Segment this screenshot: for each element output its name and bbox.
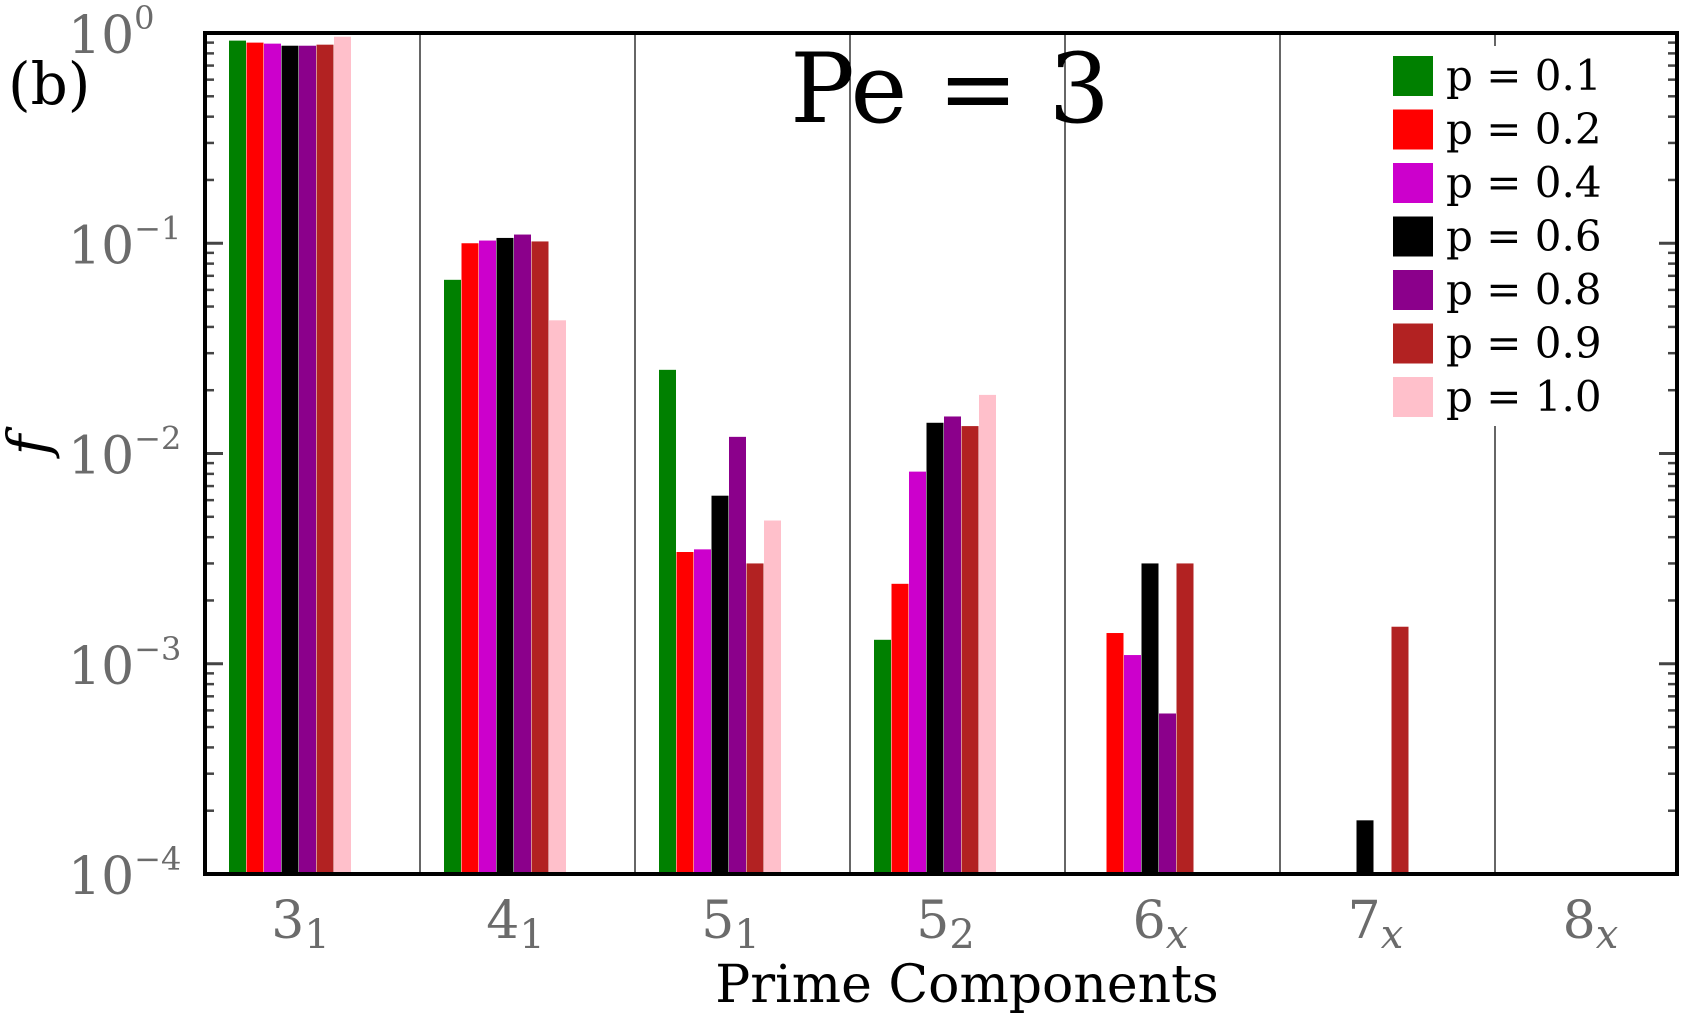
bar	[334, 36, 351, 874]
chart-title: Pe = 3	[790, 33, 1110, 145]
bar	[479, 240, 496, 875]
bar	[461, 243, 479, 874]
legend-swatch	[1393, 56, 1433, 96]
legend-label: p = 0.6	[1446, 212, 1602, 261]
x-tick-label: 52	[916, 891, 975, 958]
bar	[496, 237, 514, 874]
bar	[909, 471, 926, 874]
bar	[316, 44, 334, 874]
x-tick-label: 51	[701, 891, 760, 958]
legend-label: p = 0.8	[1446, 265, 1602, 314]
legend-label: p = 0.4	[1446, 158, 1602, 207]
bar	[1356, 820, 1374, 874]
bar	[1141, 563, 1159, 874]
bar	[729, 436, 746, 874]
x-tick-label: 8x	[1563, 891, 1619, 958]
legend-swatch	[1393, 270, 1433, 310]
panel-label: (b)	[8, 50, 90, 118]
bar	[711, 495, 729, 874]
bar	[1391, 626, 1409, 874]
bar	[444, 279, 461, 875]
bar	[1106, 633, 1124, 874]
x-tick-label: 7x	[1348, 891, 1404, 958]
y-tick-label: 10−4	[68, 840, 181, 907]
y-tick-label: 10−3	[68, 630, 181, 697]
legend-swatch	[1393, 323, 1433, 364]
bar	[979, 394, 996, 874]
legend-label: p = 1.0	[1446, 372, 1602, 421]
bar	[299, 45, 316, 875]
bar	[281, 45, 299, 875]
bar	[961, 426, 979, 874]
bar	[926, 422, 944, 874]
bar	[746, 563, 764, 874]
bar	[764, 520, 781, 874]
bar	[944, 416, 961, 874]
legend-label: p = 0.9	[1446, 319, 1602, 368]
bar	[694, 549, 711, 874]
bar	[1159, 713, 1176, 874]
x-axis-label: Prime Components	[715, 955, 1218, 1014]
bar	[659, 369, 676, 874]
bar	[514, 234, 531, 875]
legend: p = 0.1 p = 0.2p = 0.4 p = 0.6p = 0.8 p = 0…	[1386, 46, 1626, 426]
x-tick-label: 6x	[1133, 891, 1189, 958]
plot-frame	[203, 31, 1679, 876]
bar	[1124, 655, 1141, 874]
legend-label: p = 0.2	[1446, 105, 1602, 154]
x-tick-label: 31	[271, 891, 330, 958]
bar	[264, 43, 281, 875]
bar	[229, 40, 246, 875]
bar	[531, 241, 549, 874]
bar	[246, 42, 264, 875]
bar	[549, 320, 566, 875]
y-tick-label: 10−1	[68, 209, 181, 276]
y-tick-label: 100	[68, 0, 155, 66]
bar	[891, 583, 909, 874]
y-axis-label: f	[0, 425, 62, 459]
legend-swatch	[1393, 377, 1433, 417]
bar	[676, 552, 694, 874]
legend-swatch	[1393, 109, 1433, 150]
bar	[1176, 563, 1194, 874]
bar	[874, 639, 891, 874]
legend-swatch	[1393, 163, 1433, 203]
x-tick-label: 41	[486, 891, 545, 958]
legend-label: p = 0.1	[1446, 51, 1602, 100]
legend-swatch	[1393, 216, 1433, 257]
plot-area: 100 10−1 10−2 10−3 10−4 31 41 51 52 6x 7x 8x	[68, 0, 1679, 958]
y-tick-label: 10−2	[68, 420, 181, 487]
